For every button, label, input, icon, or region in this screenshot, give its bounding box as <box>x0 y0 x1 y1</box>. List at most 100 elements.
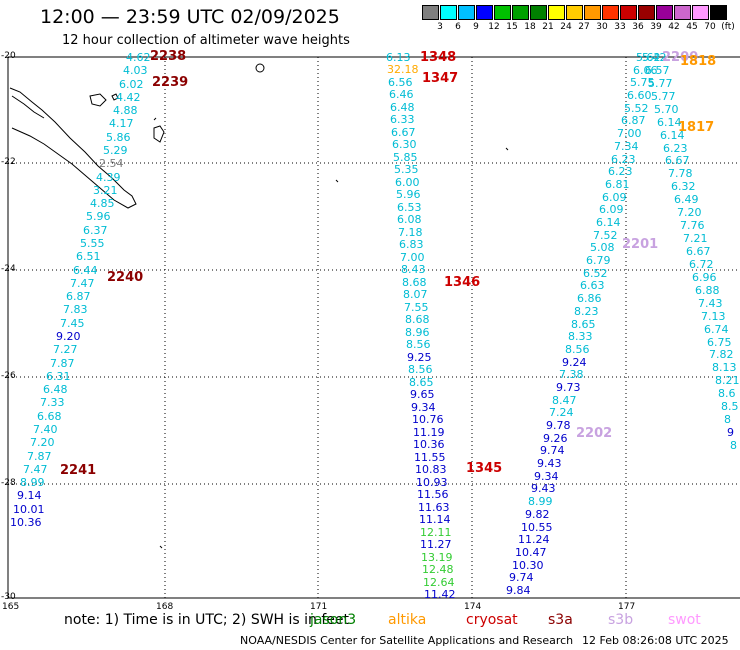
track-c-swh: 6.60 <box>627 89 652 102</box>
track-a-swh: 4.42 <box>116 91 141 104</box>
track-d-swh: 6.67 <box>686 245 711 258</box>
scale-swatch <box>674 5 691 20</box>
track-b-swh: 6.48 <box>390 101 415 114</box>
track-c-swh: 9.43 <box>537 457 562 470</box>
track-b-swh: 7.18 <box>398 226 423 239</box>
track-c-swh: 9.78 <box>546 419 571 432</box>
scale-label: 15 <box>506 22 518 32</box>
track-a-swh: 4.85 <box>90 197 115 210</box>
track-a-swh: 5.55 <box>80 237 105 250</box>
track-d-swh: 6.57 <box>645 64 670 77</box>
track-c-swh: 6.86 <box>577 292 602 305</box>
track-b-swh: 10.93 <box>416 476 448 489</box>
track-b-swh: 13.19 <box>421 551 453 564</box>
lon-label: 165 <box>2 602 20 612</box>
track-a-swh: 7.20 <box>30 436 55 449</box>
scale-swatch <box>476 5 493 20</box>
track-c-swh: 9.74 <box>540 444 565 457</box>
scale-swatch <box>656 5 673 20</box>
scale-swatch <box>602 5 619 20</box>
track-a-swh: 5.96 <box>86 210 111 223</box>
track-a-swh: 7.87 <box>50 357 75 370</box>
satellite-legend-item: cryosat <box>466 612 518 628</box>
scale-swatch <box>620 5 637 20</box>
track-a-swh: 10.01 <box>13 503 45 516</box>
track-d-swh: 8.21 <box>715 374 740 387</box>
track-a-swh: 6.44 <box>73 264 98 277</box>
track-a-swh: 10.36 <box>10 516 42 529</box>
track-a-swh: 7.27 <box>53 343 78 356</box>
scale-label: 6 <box>455 22 461 32</box>
lat-label: -20 <box>1 51 16 61</box>
track-b-swh: 8.56 <box>408 363 433 376</box>
track-id-label: 2200 <box>662 50 699 65</box>
track-c-swh: 9.82 <box>525 508 550 521</box>
track-c-swh: 7.24 <box>549 406 574 419</box>
track-d-swh: 5.77 <box>648 77 673 90</box>
track-b-swh: 9.25 <box>407 351 432 364</box>
track-c-swh: 6.14 <box>596 216 621 229</box>
track-id-label: 1345 <box>466 461 503 476</box>
track-b-swh: 11.42 <box>424 588 456 601</box>
track-d-swh: 7.43 <box>698 297 723 310</box>
track-c-swh: 9.74 <box>509 571 534 584</box>
track-b-swh: 7.00 <box>400 251 425 264</box>
track-d-swh: 6.14 <box>657 116 682 129</box>
track-a-swh: 7.40 <box>33 423 58 436</box>
track-c-swh: 9.43 <box>531 482 556 495</box>
track-a-swh: 6.02 <box>119 78 144 91</box>
track-b-swh: 11.55 <box>414 451 446 464</box>
track-c-swh: 8.23 <box>574 305 599 318</box>
track-c-swh: 5.62 <box>636 51 661 64</box>
track-c-swh: 9.24 <box>562 356 587 369</box>
track-b-swh: 11.19 <box>413 426 445 439</box>
lon-label: 168 <box>156 602 174 612</box>
track-b-swh: 6.33 <box>390 113 415 126</box>
track-c-swh: 6.23 <box>608 165 633 178</box>
track-id-label: 1347 <box>422 71 459 86</box>
scale-label: 36 <box>632 22 644 32</box>
track-d-swh: 6.67 <box>665 154 690 167</box>
track-c-swh: 5.52 <box>624 102 649 115</box>
scale-swatch <box>440 5 457 20</box>
track-c-swh: 6.87 <box>621 114 646 127</box>
track-d-swh: 6.32 <box>671 180 696 193</box>
track-c-swh: 8.56 <box>565 343 590 356</box>
track-d-swh: 7.78 <box>668 167 693 180</box>
scale-swatch <box>422 5 439 20</box>
scale-label: 42 <box>668 22 680 32</box>
track-d-swh: 6.72 <box>689 258 714 271</box>
note-text: note: 1) Time is in UTC; 2) SWH is in fe… <box>64 612 350 628</box>
lon-label: 174 <box>464 602 482 612</box>
track-id-label: 2238 <box>150 49 187 64</box>
track-a-swh: 7.83 <box>63 303 88 316</box>
lat-label: -24 <box>1 264 16 274</box>
scale-label: 21 <box>542 22 554 32</box>
track-c-swh: 8.65 <box>571 318 596 331</box>
track-a-swh: 6.87 <box>66 290 91 303</box>
track-a-swh: 7.33 <box>40 396 65 409</box>
track-d-swh: 7.21 <box>683 232 708 245</box>
scale-swatch <box>692 5 709 20</box>
track-c-swh: 8.33 <box>568 330 593 343</box>
satellite-legend-item: swot <box>668 612 701 628</box>
track-b-swh: 6.08 <box>397 213 422 226</box>
lon-label: 171 <box>310 602 328 612</box>
track-id-label: 1348 <box>420 50 457 65</box>
track-b-swh: 9.34 <box>411 401 436 414</box>
satellite-legend-item: jason3 <box>310 612 357 628</box>
track-b-swh: 6.67 <box>391 126 416 139</box>
track-c-swh: 11.24 <box>518 533 550 546</box>
track-c-swh: 6.23 <box>611 153 636 166</box>
track-c-swh: 6.06 <box>633 64 658 77</box>
track-b-swh: 11.27 <box>420 538 452 551</box>
page-title: 12:00 — 23:59 UTC 02/09/2025 <box>40 6 340 28</box>
track-id-label: 2239 <box>152 75 189 90</box>
scale-swatch <box>584 5 601 20</box>
track-b-swh: 11.63 <box>418 501 450 514</box>
track-c-swh: 8.99 <box>528 495 553 508</box>
track-d-swh: 7.82 <box>709 348 734 361</box>
track-d-swh: 6.96 <box>692 271 717 284</box>
track-id-label: 1346 <box>444 275 481 290</box>
track-b-swh: 10.36 <box>413 438 445 451</box>
